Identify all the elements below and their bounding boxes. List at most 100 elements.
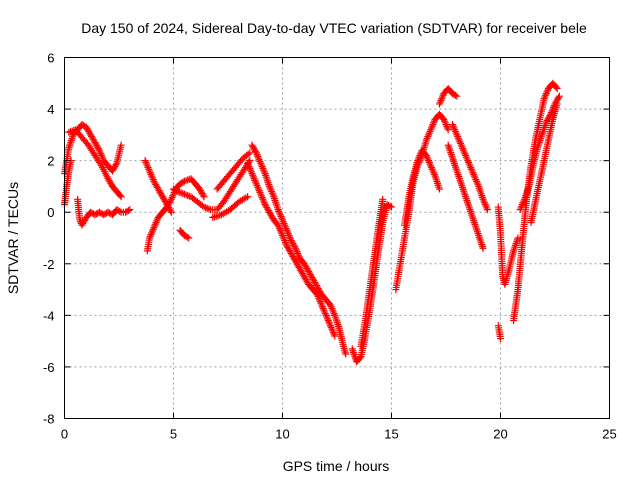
data-point [469, 169, 477, 177]
y-tick-label: 0 [47, 205, 54, 220]
data-point [461, 150, 469, 158]
y-tick-label: -4 [43, 308, 55, 323]
data-point [328, 325, 336, 333]
data-point [244, 159, 252, 167]
data-point [166, 207, 174, 215]
data-point [247, 168, 255, 176]
data-point [146, 167, 154, 175]
data-point [517, 204, 525, 212]
data-point [470, 172, 478, 180]
data-point [388, 203, 395, 211]
data-point [247, 166, 255, 174]
data-point [116, 207, 124, 215]
data-point [451, 127, 459, 135]
data-point [473, 179, 481, 187]
data-point [281, 223, 289, 231]
series-track-21 [494, 322, 504, 343]
data-point [117, 193, 125, 201]
data-point [148, 229, 156, 237]
data-point [317, 299, 325, 307]
data-point [98, 151, 106, 159]
data-point [97, 150, 105, 158]
data-point [183, 233, 191, 241]
data-point [480, 197, 488, 205]
data-point [294, 251, 302, 259]
data-point [291, 243, 299, 251]
data-point [260, 199, 268, 207]
data-point [316, 296, 324, 304]
data-point [422, 136, 430, 144]
data-point [422, 151, 430, 159]
x-tick-label: 20 [493, 427, 507, 442]
data-point [182, 177, 190, 185]
data-point [423, 153, 431, 161]
data-point [269, 191, 277, 199]
data-point [449, 121, 457, 129]
data-point [342, 350, 350, 358]
data-point [276, 226, 284, 234]
series-track-2 [65, 126, 125, 201]
data-point [329, 327, 337, 335]
data-point [542, 91, 550, 99]
x-tick-label: 10 [275, 427, 289, 442]
data-point [320, 306, 328, 314]
series-track-3 [74, 195, 134, 229]
data-point [146, 232, 154, 240]
data-point [329, 306, 337, 314]
data-point [248, 170, 256, 178]
data-point [326, 320, 334, 328]
axis-ticks: 0 5 10 15 20 25 -8 -6 -4 -2 0 2 4 6 [43, 51, 617, 442]
data-point [244, 150, 252, 158]
data-point [415, 153, 423, 161]
data-point [429, 121, 437, 129]
data-point [314, 292, 322, 300]
data-point [457, 141, 465, 149]
data-point [452, 129, 460, 137]
data-point [278, 230, 286, 238]
data-point [519, 199, 527, 207]
data-point [319, 304, 327, 312]
data-point [323, 313, 331, 321]
data-point [479, 244, 487, 252]
data-point [252, 178, 260, 186]
data-point [255, 154, 263, 162]
data-point [460, 148, 468, 156]
data-point [124, 206, 132, 214]
data-point [553, 84, 561, 92]
series-track-16 [401, 146, 443, 229]
data-point [283, 226, 291, 234]
data-point [414, 157, 422, 165]
data-point [245, 163, 253, 171]
data-point [200, 203, 208, 211]
data-point [541, 93, 549, 101]
data-point [149, 225, 157, 233]
data-point [325, 318, 333, 326]
data-point [251, 147, 259, 155]
data-point [200, 193, 208, 201]
y-tick-label: -8 [43, 412, 55, 427]
data-point [416, 151, 424, 159]
data-point [425, 129, 433, 137]
data-point [459, 145, 467, 153]
data-point [252, 149, 260, 157]
data-point [169, 192, 177, 200]
series-track-24 [527, 100, 561, 227]
data-point [449, 122, 457, 130]
y-tick-label: -2 [43, 257, 55, 272]
x-tick-label: 25 [602, 427, 616, 442]
data-point [379, 195, 387, 203]
data-point [275, 223, 283, 231]
data-point [466, 162, 474, 170]
data-point [356, 354, 364, 362]
data-point [276, 211, 284, 219]
data-point [274, 221, 282, 229]
data-point [253, 151, 261, 159]
y-tick-label: 2 [47, 154, 54, 169]
data-point [441, 119, 449, 127]
data-point [151, 222, 159, 230]
x-tick-label: 5 [170, 427, 177, 442]
data-point [518, 200, 526, 208]
series-track-11 [248, 141, 350, 358]
data-point [428, 165, 436, 173]
data-point [329, 329, 337, 337]
